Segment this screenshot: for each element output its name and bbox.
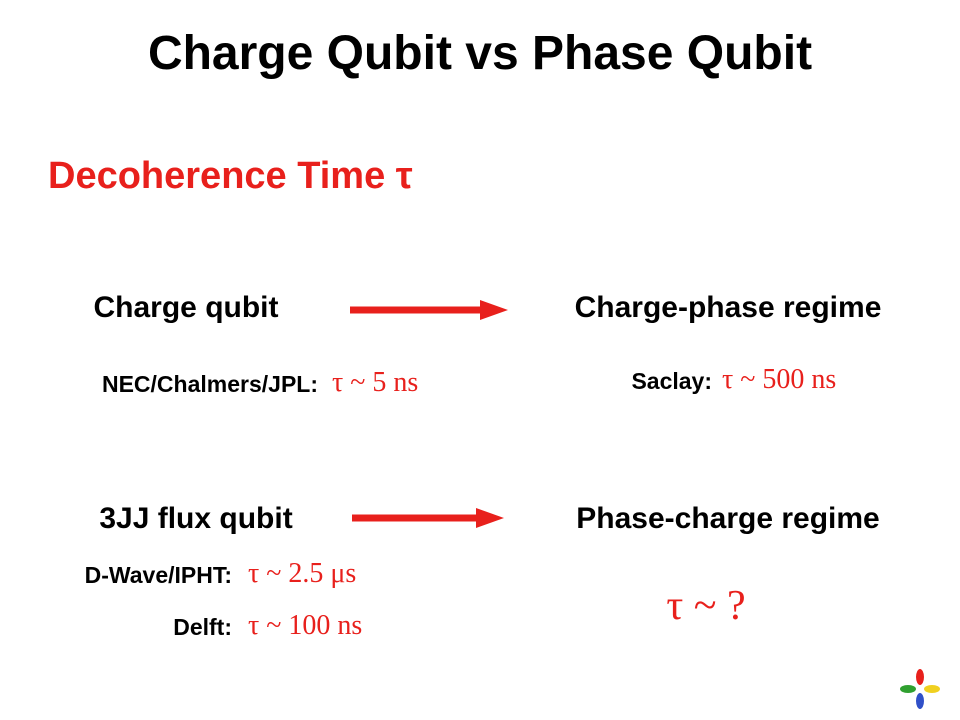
result-value: τ ~ 500 ns (722, 364, 837, 395)
arrow (352, 508, 504, 528)
subtitle: Decoherence Time τ (48, 155, 413, 197)
result-value: τ ~ 2.5 μs (248, 558, 357, 589)
result-label: D-Wave/IPHT: (84, 562, 232, 588)
result-label: Delft: (173, 614, 232, 640)
result-label: Saclay: (631, 368, 712, 394)
logo (900, 669, 940, 709)
title: Charge Qubit vs Phase Qubit (147, 27, 813, 80)
result-value: τ ~ 100 ns (248, 610, 363, 641)
row-left-heading: Charge qubit (93, 291, 279, 324)
result-value: τ ~ 5 ns (332, 367, 419, 398)
result-label: NEC/Chalmers/JPL: (101, 371, 318, 397)
row-left-heading: 3JJ flux qubit (99, 502, 293, 535)
result-value: τ ~ ? (666, 583, 746, 629)
row-right-heading: Charge-phase regime (574, 291, 882, 324)
arrow (350, 300, 508, 320)
row-right-heading: Phase-charge regime (576, 502, 880, 535)
